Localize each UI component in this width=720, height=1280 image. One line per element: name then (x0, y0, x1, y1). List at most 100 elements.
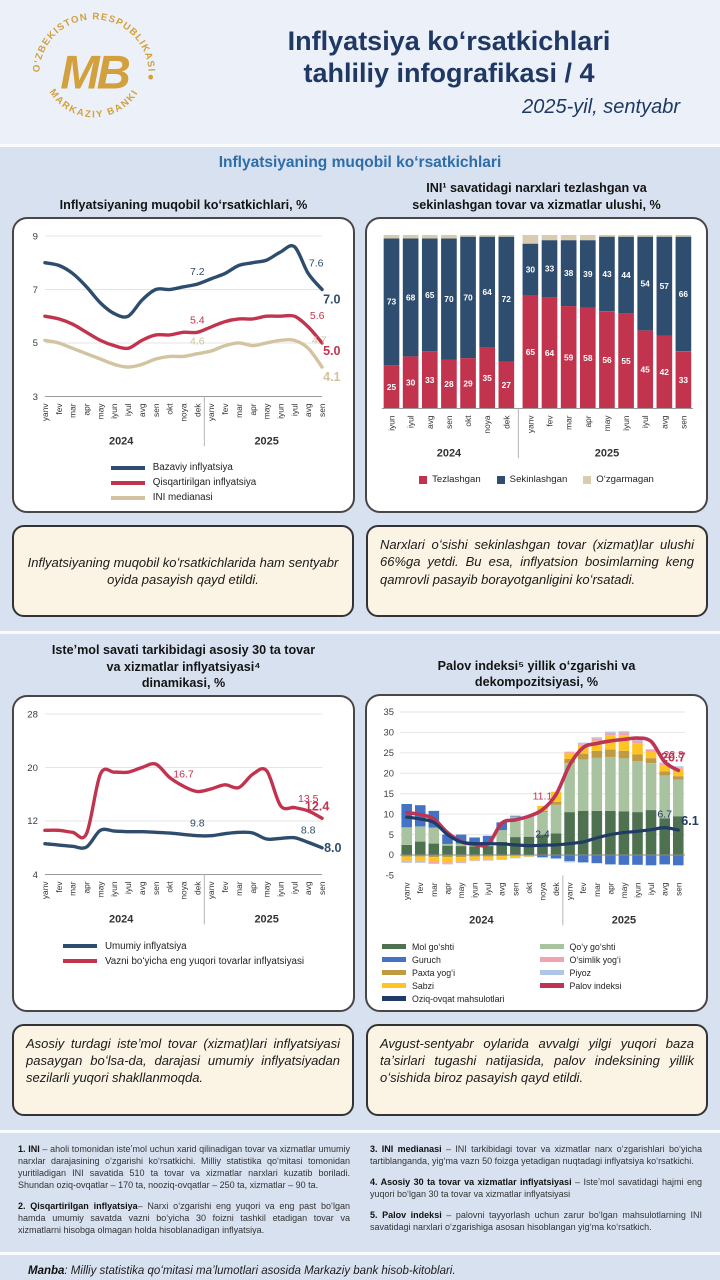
bar-series (383, 234, 692, 244)
svg-text:27: 27 (502, 380, 512, 390)
note-ulush: Narxlari oʻsishi sekinlashgan tovar (xiz… (366, 525, 708, 618)
footnote-item: 4. Asosiy 30 ta tovar va xizmatlar infly… (370, 1176, 702, 1199)
svg-text:avg: avg (659, 415, 669, 429)
svg-text:yanv: yanv (40, 403, 50, 421)
svg-text:sen: sen (510, 882, 520, 896)
section-baskets: Isteʼmol savati tarkibidagi asosiy 30 ta… (0, 634, 720, 1129)
footnotes-left: 1. INI – aholi tomonidan isteʼmol uchun … (18, 1143, 350, 1246)
legend-item: Oʻsimlik yogʻi (539, 955, 692, 965)
svg-text:avg: avg (303, 881, 313, 895)
svg-text:30: 30 (384, 728, 394, 738)
data-label: 22.8 (663, 749, 684, 761)
svg-text:apr: apr (442, 883, 452, 895)
svg-text:fev: fev (220, 881, 230, 893)
legend-swatch-icon (539, 957, 564, 963)
svg-text:9: 9 (33, 231, 38, 242)
data-label: 2.4 (535, 829, 550, 841)
svg-text:noya: noya (178, 882, 188, 900)
svg-text:apr: apr (248, 882, 258, 894)
svg-text:iyul: iyul (646, 883, 656, 896)
svg-text:33: 33 (425, 375, 435, 385)
legend-swatch-icon (382, 970, 406, 976)
svg-text:may: may (619, 882, 629, 899)
data-label: 13.5 (298, 793, 319, 805)
note-asosiy30: Asosiy turdagi isteʼmol tovar (xizmat)la… (12, 1023, 354, 1116)
chart-title-line: va xizmatlar inflyatsiyasi⁴ (106, 659, 261, 674)
data-label: 4.6 (190, 336, 205, 348)
section1-title: Inflyatsiyaning muqobil koʻrsatkichlari (218, 154, 502, 171)
chart-title-line: Isteʼmol savati tarkibidagi asosiy 30 ta… (51, 643, 316, 658)
svg-text:dek: dek (551, 882, 561, 896)
svg-text:may: may (95, 881, 105, 898)
central-bank-logo: OʻZBEKISTON RESPUBLIKASI MARKAZIY BANKI … (26, 6, 162, 138)
svg-text:iyun: iyun (109, 881, 119, 897)
source-text1: : Milliy statistika qoʻmitasi maʼlumotla… (64, 1264, 456, 1277)
legend-item: Guruch (382, 955, 534, 965)
svg-text:5: 5 (33, 338, 38, 349)
svg-text:sen: sen (151, 403, 161, 417)
legend-label: Bazaviy inflyatsiya (152, 462, 233, 474)
legend-item: Qoʻy goʻshti (539, 942, 692, 952)
chart-title-line: dinamikasi, % (141, 676, 226, 691)
svg-text:iyun: iyun (632, 882, 642, 898)
data-label: 16.7 (173, 769, 194, 781)
svg-text:30: 30 (526, 265, 536, 275)
legend-label: Oziq-ovqat mahsulotlari (412, 993, 505, 1004)
data-label: 20.7 (661, 751, 685, 765)
legend-item: Mol goʻshti (382, 942, 534, 952)
legend-swatch-icon (382, 983, 406, 989)
gridlines: 3 5 7 9 (33, 231, 323, 403)
data-label: 7.6 (309, 257, 324, 269)
svg-text:apr: apr (81, 882, 91, 894)
svg-text:iyul: iyul (289, 403, 299, 416)
chart-block-asosiy30: Isteʼmol savati tarkibidagi asosiy 30 ta… (12, 640, 355, 1012)
chart1-legend: Bazaviy inflyatsiya Qisqartirilgan inflya… (110, 462, 257, 503)
chart1-card: 3 5 7 9 yanv fev mar apr may iyun iyul avg sen okt noy… (12, 217, 355, 514)
page-title-line1: Inflyatsiya koʻrsatkichlari (287, 25, 611, 56)
x-axis-labels: yanv fev mar apr may iyun iyul avg sen okt noya dek… (40, 396, 327, 447)
x-axis-labels: yanv fev mar apr may iyun iyul avg sen okt noya dek… (40, 874, 327, 926)
legend-item: Sabzi (382, 981, 534, 991)
legend-label: Qisqartirilgan inflyatsiya (152, 477, 257, 489)
legend-label: Tezlashgan (432, 474, 481, 486)
svg-text:mar: mar (592, 883, 602, 898)
legend-label: Mol goʻshti (412, 941, 455, 952)
svg-text:59: 59 (564, 352, 574, 362)
svg-text:sen: sen (673, 882, 683, 896)
chart-title-line: Inflyatsiyaning muqobil koʻrsatkichlari,… (59, 197, 308, 212)
data-label: 6.1 (681, 814, 698, 828)
svg-text:65: 65 (425, 290, 435, 300)
data-label: 8.0 (324, 841, 341, 855)
footnotes: 1. INI – aholi tomonidan isteʼmol uchun … (0, 1133, 720, 1252)
data-label: 7.0 (323, 292, 340, 306)
page-title-line2: tahliliy infografikasi / 4 (303, 58, 595, 88)
svg-text:mar: mar (68, 882, 78, 897)
svg-text:mar: mar (234, 882, 244, 897)
svg-text:iyul: iyul (289, 882, 299, 895)
chart3-title: Isteʼmol savati tarkibidagi asosiy 30 ta… (12, 640, 355, 695)
svg-text:44: 44 (621, 270, 631, 280)
svg-text:may: may (456, 882, 466, 899)
data-label: 5.6 (310, 310, 325, 322)
share-stacked-bar-chart: 25 30 33 28 29 35 27 65 64 59 58 56 55 45 42 33 73 68 65 70… (381, 234, 694, 459)
svg-text:54: 54 (641, 279, 651, 289)
svg-text:68: 68 (406, 292, 416, 302)
svg-text:35: 35 (482, 373, 492, 383)
chart2-legend: Tezlashgan Sekinlashgan Oʻzgarmagan (419, 474, 654, 485)
svg-text:mar: mar (429, 883, 439, 898)
legend-swatch-icon (496, 475, 505, 484)
bar-series: 25 30 33 28 29 35 27 65 64 59 58 56 55 45 42 33 (383, 295, 692, 409)
svg-text:33: 33 (545, 264, 555, 274)
svg-text:yanv: yanv (402, 882, 412, 900)
svg-text:-5: -5 (386, 871, 394, 881)
svg-text:35: 35 (384, 707, 394, 717)
note-muqobil: Inflyatsiyaning muqobil koʻrsatkichlarid… (12, 525, 354, 618)
svg-text:avg: avg (137, 881, 147, 895)
svg-text:avg: avg (425, 415, 435, 429)
svg-text:may: may (95, 403, 105, 420)
legend-swatch-icon (583, 475, 592, 484)
svg-text:avg: avg (497, 882, 507, 896)
section-alternative-indicators: Inflyatsiyaning muqobil koʻrsatkichlari … (0, 147, 720, 631)
svg-text:12: 12 (27, 817, 38, 828)
year-label: 2025 (612, 915, 636, 927)
